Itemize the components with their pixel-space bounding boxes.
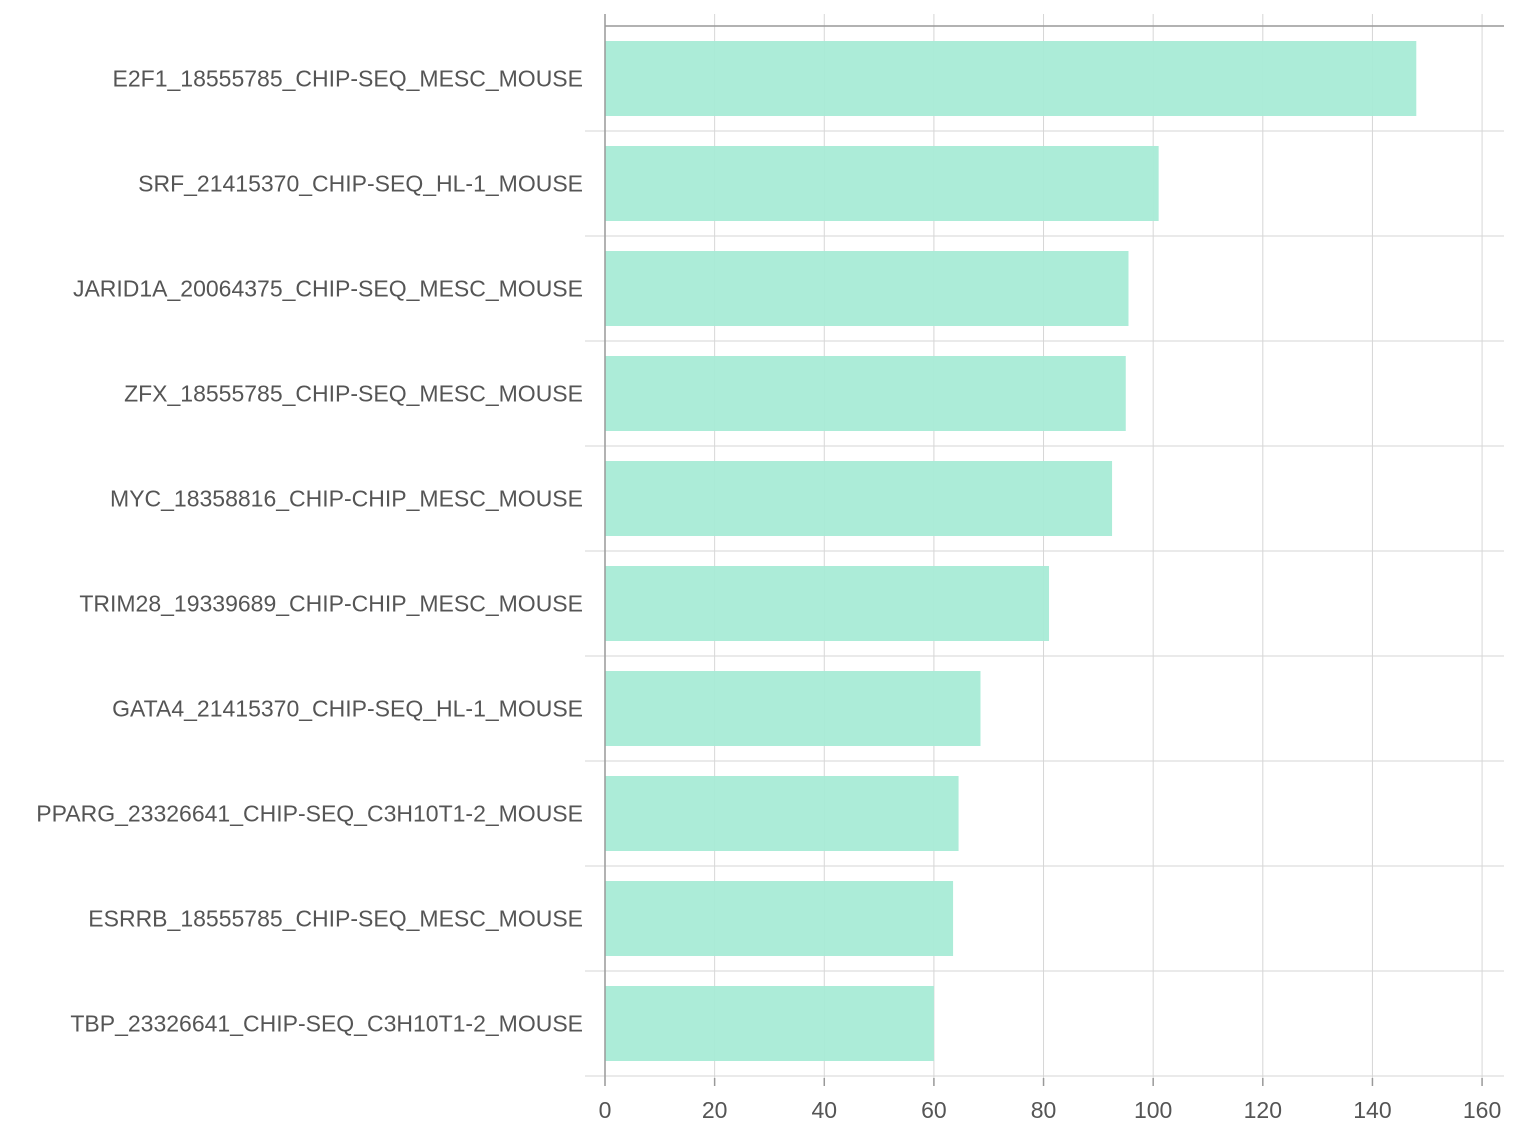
bars-layer — [605, 41, 1417, 1061]
x-tick-label: 40 — [811, 1097, 837, 1123]
x-tick-label: 140 — [1353, 1097, 1391, 1123]
bar — [605, 146, 1159, 221]
bar — [605, 41, 1417, 116]
category-label: ESRRB_18555785_CHIP-SEQ_MESC_MOUSE — [88, 906, 583, 932]
x-tick-label: 60 — [921, 1097, 947, 1123]
category-label: SRF_21415370_CHIP-SEQ_HL-1_MOUSE — [138, 171, 583, 197]
category-label: PPARG_23326641_CHIP-SEQ_C3H10T1-2_MOUSE — [36, 801, 583, 827]
labels-layer: 0 20 40 60 80 100 120 140 160 E2F1_18555785_CHIP-… — [36, 66, 1501, 1124]
bar — [605, 251, 1129, 326]
bar — [605, 986, 934, 1061]
bar — [605, 671, 981, 746]
x-tick-label: 100 — [1134, 1097, 1172, 1123]
category-label: JARID1A_20064375_CHIP-SEQ_MESC_MOUSE — [73, 276, 583, 302]
x-tick-label: 120 — [1244, 1097, 1282, 1123]
x-tick-label: 160 — [1463, 1097, 1501, 1123]
x-tick-label: 80 — [1031, 1097, 1057, 1123]
category-label: TRIM28_19339689_CHIP-CHIP_MESC_MOUSE — [79, 591, 583, 617]
category-label: TBP_23326641_CHIP-SEQ_C3H10T1-2_MOUSE — [70, 1011, 583, 1037]
bar — [605, 881, 954, 956]
category-label: E2F1_18555785_CHIP-SEQ_MESC_MOUSE — [113, 66, 583, 92]
bar — [605, 566, 1050, 641]
bar — [605, 356, 1126, 431]
bar — [605, 776, 959, 851]
category-label: GATA4_21415370_CHIP-SEQ_HL-1_MOUSE — [112, 696, 583, 722]
category-label: ZFX_18555785_CHIP-SEQ_MESC_MOUSE — [124, 381, 583, 407]
bar — [605, 461, 1113, 536]
category-label: MYC_18358816_CHIP-CHIP_MESC_MOUSE — [110, 486, 583, 512]
x-tick-label: 20 — [702, 1097, 728, 1123]
axes-layer — [604, 14, 1504, 1086]
x-tick-label: 0 — [599, 1097, 612, 1123]
grid-layer — [585, 14, 1504, 1078]
